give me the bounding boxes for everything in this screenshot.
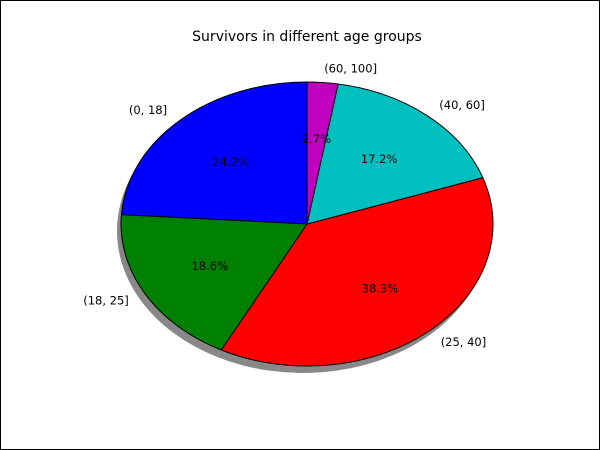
pie-slice-3: [306, 83, 484, 225]
slice-percent-label-4: 2.7%: [302, 132, 331, 146]
pie-slices: [120, 81, 494, 367]
slice-percent-label-3: 17.2%: [361, 152, 398, 166]
pie-slice-1: [120, 214, 308, 351]
pie-slice-0: [120, 81, 308, 225]
slice-percent-label-2: 38.3%: [362, 282, 399, 296]
slice-percent-label-1: 18.6%: [192, 259, 229, 273]
pie-slice-4: [306, 81, 339, 225]
slice-category-label-1: (18, 25]: [83, 294, 129, 308]
pie-slice-2: [220, 177, 494, 367]
slice-category-label-4: (60, 100]: [324, 61, 377, 75]
pie-labels: (0, 18] 24.2% (18, 25] 18.6% (25, 40] 38.3% (4…: [83, 61, 486, 349]
slice-percent-label-0: 24.2%: [212, 155, 249, 169]
slice-category-label-0: (0, 18]: [129, 103, 167, 117]
slice-category-label-3: (40, 60]: [439, 98, 485, 112]
chart-title: Survivors in different age groups: [192, 29, 422, 45]
slice-category-label-2: (25, 40]: [441, 335, 487, 349]
